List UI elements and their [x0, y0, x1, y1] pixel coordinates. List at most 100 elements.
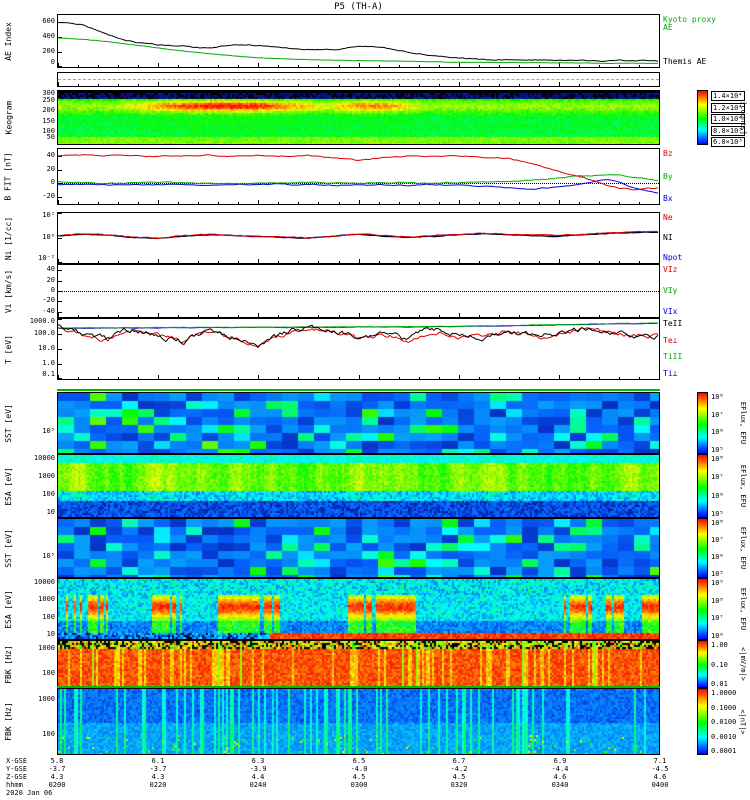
colorbar-unit-label: EFlux, EFU [737, 518, 749, 578]
x-tick-mark [498, 84, 500, 86]
axis-value: 4.5 [452, 773, 466, 781]
x-tick-mark [438, 202, 440, 204]
axis-value: 4.3 [151, 773, 165, 781]
panel-esa_ion [57, 454, 660, 518]
y-tick-label: 10 [46, 630, 55, 638]
axis-value: 0300 [350, 781, 368, 789]
y-tick-mark [58, 197, 62, 199]
colorbar-tick-label: 1.0000 [711, 689, 737, 697]
y-tick-mark [58, 169, 62, 171]
colorbar-fbk_e [697, 640, 708, 688]
x-tick-mark [318, 261, 320, 263]
x-tick-mark [98, 315, 100, 317]
x-tick-mark [418, 377, 420, 379]
x-tick-mark [578, 65, 580, 67]
x-tick-mark [478, 315, 480, 317]
x-tick-mark [318, 315, 320, 317]
x-tick-mark [478, 84, 480, 86]
y-axis-label-text: FBK [Hz] [4, 644, 13, 684]
x-tick-mark [458, 82, 460, 86]
plot-title: P5 (TH-A) [334, 2, 383, 12]
x-tick-mark [558, 259, 560, 263]
y-tick-mark [58, 155, 62, 157]
colorbar-tick-label: 0.0010 [711, 733, 737, 741]
y-tick-label: 10² [42, 211, 55, 219]
spectrogram-fbk_b [58, 689, 659, 754]
y-axis-label-text: Ni [1/cc] [4, 216, 14, 260]
legend-te-: Te⊥ [663, 336, 678, 345]
y-tick-label: 100.0 [33, 329, 55, 337]
x-tick-mark [358, 63, 360, 67]
y-tick-label: 0.1 [42, 370, 55, 378]
x-tick-mark [158, 63, 160, 67]
y-axis-label-text: SST [eV] [4, 528, 13, 568]
x-tick-mark [398, 65, 400, 67]
x-tick-mark [278, 377, 280, 379]
colorbar-tick-label: 1.2×10⁴ [711, 103, 745, 113]
y-tick-mark [58, 238, 62, 239]
y-tick-label: 40 [46, 150, 55, 159]
colorbar-tick-label: 10⁷ [711, 536, 724, 544]
x-tick-mark [639, 65, 640, 67]
x-tick-mark [578, 84, 580, 86]
axis-value: 4.5 [352, 773, 366, 781]
x-tick-mark [438, 261, 440, 263]
colorbar-unit-text: EFlux, EFU [739, 401, 747, 445]
x-tick-mark [618, 84, 620, 86]
x-tick-mark [118, 84, 120, 86]
colorbar-tick-label: 0.1000 [711, 704, 737, 712]
x-tick-mark [659, 200, 660, 204]
x-tick-mark [618, 377, 620, 379]
x-tick-mark [258, 82, 260, 86]
colorbar-tick-label: 10⁵ [711, 510, 724, 518]
x-tick-mark [478, 261, 480, 263]
y-tick-mark [58, 349, 62, 350]
colorbar-tick-label: 10⁸ [711, 597, 724, 605]
x-tick-mark [639, 84, 640, 86]
y-tick-label: 10⁵ [42, 552, 55, 561]
y-tick-label: 20 [46, 164, 55, 173]
x-tick-mark [578, 261, 580, 263]
series-line-bz [58, 154, 659, 191]
legend-npot: Npot [663, 253, 683, 262]
x-tick-mark [498, 65, 500, 67]
y-axis-label-fbk_e: FBK [Hz] [2, 640, 15, 688]
y-tick-label: 10⁻² [38, 254, 55, 262]
x-tick-mark [198, 315, 200, 317]
y-tick-label: 0 [50, 58, 55, 66]
y-tick-mark [58, 301, 62, 303]
x-tick-mark [338, 315, 340, 317]
y-tick-label: 400 [42, 32, 55, 41]
y-tick-label: 250 [42, 96, 55, 105]
axis-value: -4.4 [551, 765, 569, 773]
y-axis-label-text: Vi [km/s] [4, 269, 14, 313]
colorbar-tick-label: 10⁸ [711, 519, 724, 527]
x-tick-mark [518, 202, 520, 204]
axis-value: -3.9 [249, 765, 267, 773]
x-tick-mark [598, 377, 600, 379]
x-tick-mark [398, 84, 400, 86]
y-tick-label: 100 [42, 126, 55, 135]
x-tick-mark [278, 315, 280, 317]
x-tick-mark [618, 202, 620, 204]
x-tick-mark [458, 313, 460, 317]
x-tick-mark [618, 261, 620, 263]
colorbar-tick-label: 10⁸ [711, 393, 724, 401]
x-tick-mark [278, 202, 280, 204]
x-tick-mark [78, 261, 79, 263]
axis-value: 5.8 [50, 757, 64, 765]
axis-value: 0200 [48, 781, 66, 789]
x-tick-mark [639, 202, 640, 204]
y-tick-label: 1000 [38, 595, 55, 604]
panel-velocity [57, 264, 660, 318]
x-tick-mark [158, 313, 160, 317]
x-tick-mark [78, 65, 79, 67]
x-tick-mark [538, 65, 540, 67]
x-tick-mark [558, 313, 560, 317]
x-tick-mark [58, 313, 59, 317]
colorbar-tick-label: 6.0×10³ [711, 137, 745, 147]
y-tick-label: 10 [46, 507, 55, 516]
y-axis-label-text: ESA [eV] [4, 589, 13, 629]
colorbar-unit-text: EFlux, EFU [739, 464, 747, 508]
legend-teii: TeII [663, 319, 683, 328]
